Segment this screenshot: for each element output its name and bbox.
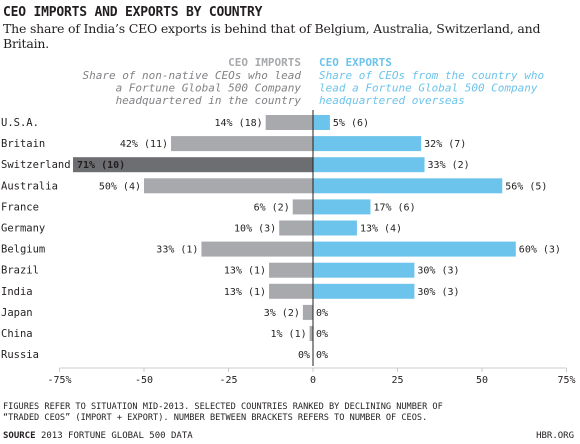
- import-bar: [144, 178, 313, 194]
- source-row: SOURCE 2013 FORTUNE GLOBAL 500 DATA HBR.…: [3, 431, 574, 441]
- country-label: Australia: [1, 180, 58, 192]
- import-bar: [269, 283, 313, 299]
- export-value-label: 0%: [316, 329, 328, 340]
- import-value-label: 10% (3): [234, 224, 276, 235]
- import-bar: [171, 136, 313, 152]
- country-label: China: [1, 328, 33, 340]
- x-tick-label: -75%: [47, 375, 71, 386]
- country-label: Switzerland: [1, 159, 71, 171]
- import-bar: [309, 326, 313, 341]
- export-value-label: 30% (3): [417, 287, 459, 298]
- export-bar: [313, 241, 516, 257]
- import-bar: [265, 115, 313, 130]
- imports-description-line: a Fortune Global 500 Company: [116, 82, 302, 95]
- export-value-label: 5% (6): [333, 118, 369, 129]
- export-value-label: 17% (6): [373, 202, 415, 213]
- exports-description-line: Share of CEOs from the country who: [319, 69, 544, 82]
- import-bar: [73, 157, 314, 173]
- country-label: Britain: [1, 138, 45, 150]
- export-bar: [313, 262, 415, 278]
- import-value-label: 1% (1): [270, 329, 306, 340]
- exports-header: CEO EXPORTS: [319, 56, 392, 69]
- imports-description-line: headquartered in the country: [116, 94, 302, 107]
- import-value-label: 33% (1): [156, 245, 198, 256]
- import-value-label: 6% (2): [254, 202, 290, 213]
- import-bar: [201, 241, 313, 257]
- x-tick-label: 0: [310, 375, 316, 386]
- country-label: India: [1, 286, 33, 298]
- exports-description-line: lead a Fortune Global 500 Company: [319, 82, 538, 95]
- x-tick-label: 50: [476, 375, 488, 386]
- export-value-label: 0%: [316, 350, 328, 361]
- export-bar: [313, 283, 415, 299]
- country-label: Japan: [1, 307, 33, 319]
- import-bar: [269, 262, 313, 278]
- source-label: SOURCE: [3, 431, 36, 441]
- import-bar: [302, 304, 313, 320]
- country-label: U.S.A.: [1, 117, 39, 129]
- export-bar: [313, 136, 422, 152]
- x-tick-label: 75%: [557, 375, 575, 386]
- import-value-label: 13% (1): [224, 287, 266, 298]
- x-tick-label: -25: [219, 375, 237, 386]
- export-value-label: 0%: [316, 308, 328, 319]
- import-value-label: 13% (1): [224, 266, 266, 277]
- export-value-label: 56% (5): [505, 181, 547, 192]
- import-value-label: 42% (11): [120, 139, 168, 150]
- country-label: Belgium: [1, 244, 45, 256]
- exports-description-line: headquartered overseas: [319, 94, 465, 107]
- import-value-label: 3% (2): [264, 308, 300, 319]
- country-label: Russia: [1, 349, 39, 361]
- footnote: FIGURES REFER TO SITUATION MID-2013. SEL…: [3, 402, 443, 423]
- import-bar: [279, 220, 313, 236]
- chart-title: CEO IMPORTS AND EXPORTS BY COUNTRY: [3, 5, 263, 20]
- x-tick-label: -50: [135, 375, 153, 386]
- export-bar: [313, 199, 371, 215]
- x-tick-label: 25: [391, 375, 403, 386]
- export-bar: [313, 178, 503, 194]
- export-value-label: 13% (4): [360, 224, 402, 235]
- country-label: Germany: [1, 223, 45, 235]
- export-value-label: 33% (2): [428, 160, 470, 171]
- import-value-label: 50% (4): [99, 181, 141, 192]
- brand-label: HBR.ORG: [536, 431, 574, 441]
- diverging-bar-chart: CEO IMPORTS CEO EXPORTS Share of non-nativ…: [1, 56, 576, 386]
- export-value-label: 60% (3): [519, 245, 561, 256]
- country-label: Brazil: [1, 265, 39, 277]
- imports-description-line: Share of non-native CEOs who lead: [82, 69, 301, 82]
- import-value-label: 0%: [298, 350, 310, 361]
- import-value-label: 14% (18): [215, 118, 263, 129]
- export-value-label: 30% (3): [417, 266, 459, 277]
- import-value-label: 71% (10): [77, 160, 125, 171]
- chart-subtitle: The share of India’s CEO exports is behi…: [3, 21, 541, 51]
- imports-header: CEO IMPORTS: [228, 56, 301, 69]
- export-bar: [313, 115, 330, 130]
- export-bar: [313, 220, 357, 236]
- export-value-label: 32% (7): [424, 139, 466, 150]
- country-label: France: [1, 201, 39, 213]
- export-bar: [313, 157, 425, 173]
- import-bar: [292, 199, 313, 215]
- source-text: 2013 FORTUNE GLOBAL 500 DATA: [40, 431, 193, 441]
